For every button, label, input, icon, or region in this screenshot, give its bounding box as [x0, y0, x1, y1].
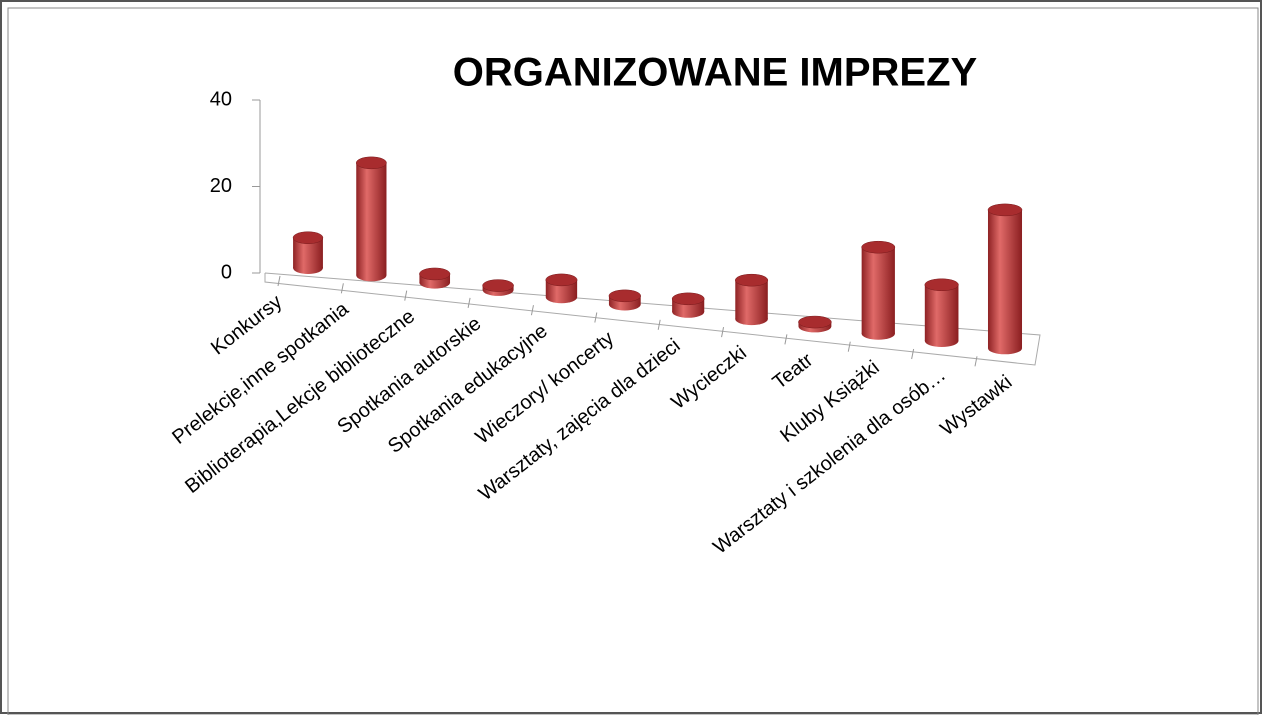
- bar-bottom: [545, 291, 578, 304]
- bar-top: [924, 278, 959, 292]
- bar-body: [356, 162, 387, 276]
- bar: [924, 278, 959, 347]
- bar-top: [798, 315, 832, 329]
- bar-body: [735, 280, 768, 320]
- x-tick: [911, 348, 915, 360]
- bar-top: [482, 279, 514, 292]
- x-tick: [467, 297, 471, 308]
- bar-bottom: [672, 305, 705, 318]
- bar-bottom: [987, 342, 1023, 355]
- bar: [861, 240, 896, 340]
- bar-body: [861, 247, 895, 334]
- x-tick-label: Wieczory/ koncerty: [471, 327, 618, 448]
- x-tick: [721, 327, 725, 338]
- bar-bottom: [419, 276, 451, 289]
- bar-body: [924, 284, 959, 341]
- x-tick: [847, 341, 851, 352]
- bar-top: [292, 231, 324, 244]
- bar: [735, 273, 769, 326]
- x-tick: [974, 356, 978, 367]
- y-tick-label: 20: [210, 175, 232, 197]
- chart-title: ORGANIZOWANE IMPREZY: [453, 51, 978, 95]
- x-tick-label: Spotkania autorskie: [333, 313, 485, 438]
- bar-bottom: [356, 269, 387, 282]
- bar-top: [608, 289, 641, 303]
- y-tick-label: 40: [210, 88, 232, 110]
- x-tick: [594, 312, 598, 323]
- bar-body: [987, 209, 1023, 349]
- x-tick: [340, 283, 344, 294]
- bar-top: [355, 156, 387, 170]
- floor: [264, 272, 1041, 366]
- bar: [545, 273, 578, 304]
- x-tick: [784, 334, 788, 345]
- bar: [355, 156, 387, 282]
- bar-top: [419, 267, 451, 281]
- bar: [419, 267, 451, 289]
- frame-inner: [7, 7, 1259, 715]
- bar: [671, 292, 705, 318]
- bar-top: [987, 203, 1023, 217]
- y-tick-label: 0: [221, 261, 232, 283]
- bar-bottom: [293, 262, 323, 274]
- x-tick: [404, 290, 408, 301]
- bar-top: [671, 292, 705, 306]
- bar: [292, 231, 324, 274]
- x-tick: [657, 319, 661, 330]
- bar-top: [861, 240, 896, 254]
- bar: [987, 203, 1023, 355]
- x-tick-label: Teatr: [769, 349, 818, 394]
- x-tick: [277, 275, 281, 287]
- bar-top: [545, 273, 578, 287]
- bar-bottom: [735, 313, 768, 326]
- bar-top: [735, 273, 769, 287]
- bar: [482, 279, 514, 296]
- bar: [608, 289, 641, 311]
- bar-bottom: [861, 327, 895, 340]
- x-tick: [530, 305, 534, 316]
- bar: [798, 315, 832, 333]
- bar-bottom: [924, 335, 959, 347]
- bar-bottom: [608, 298, 641, 311]
